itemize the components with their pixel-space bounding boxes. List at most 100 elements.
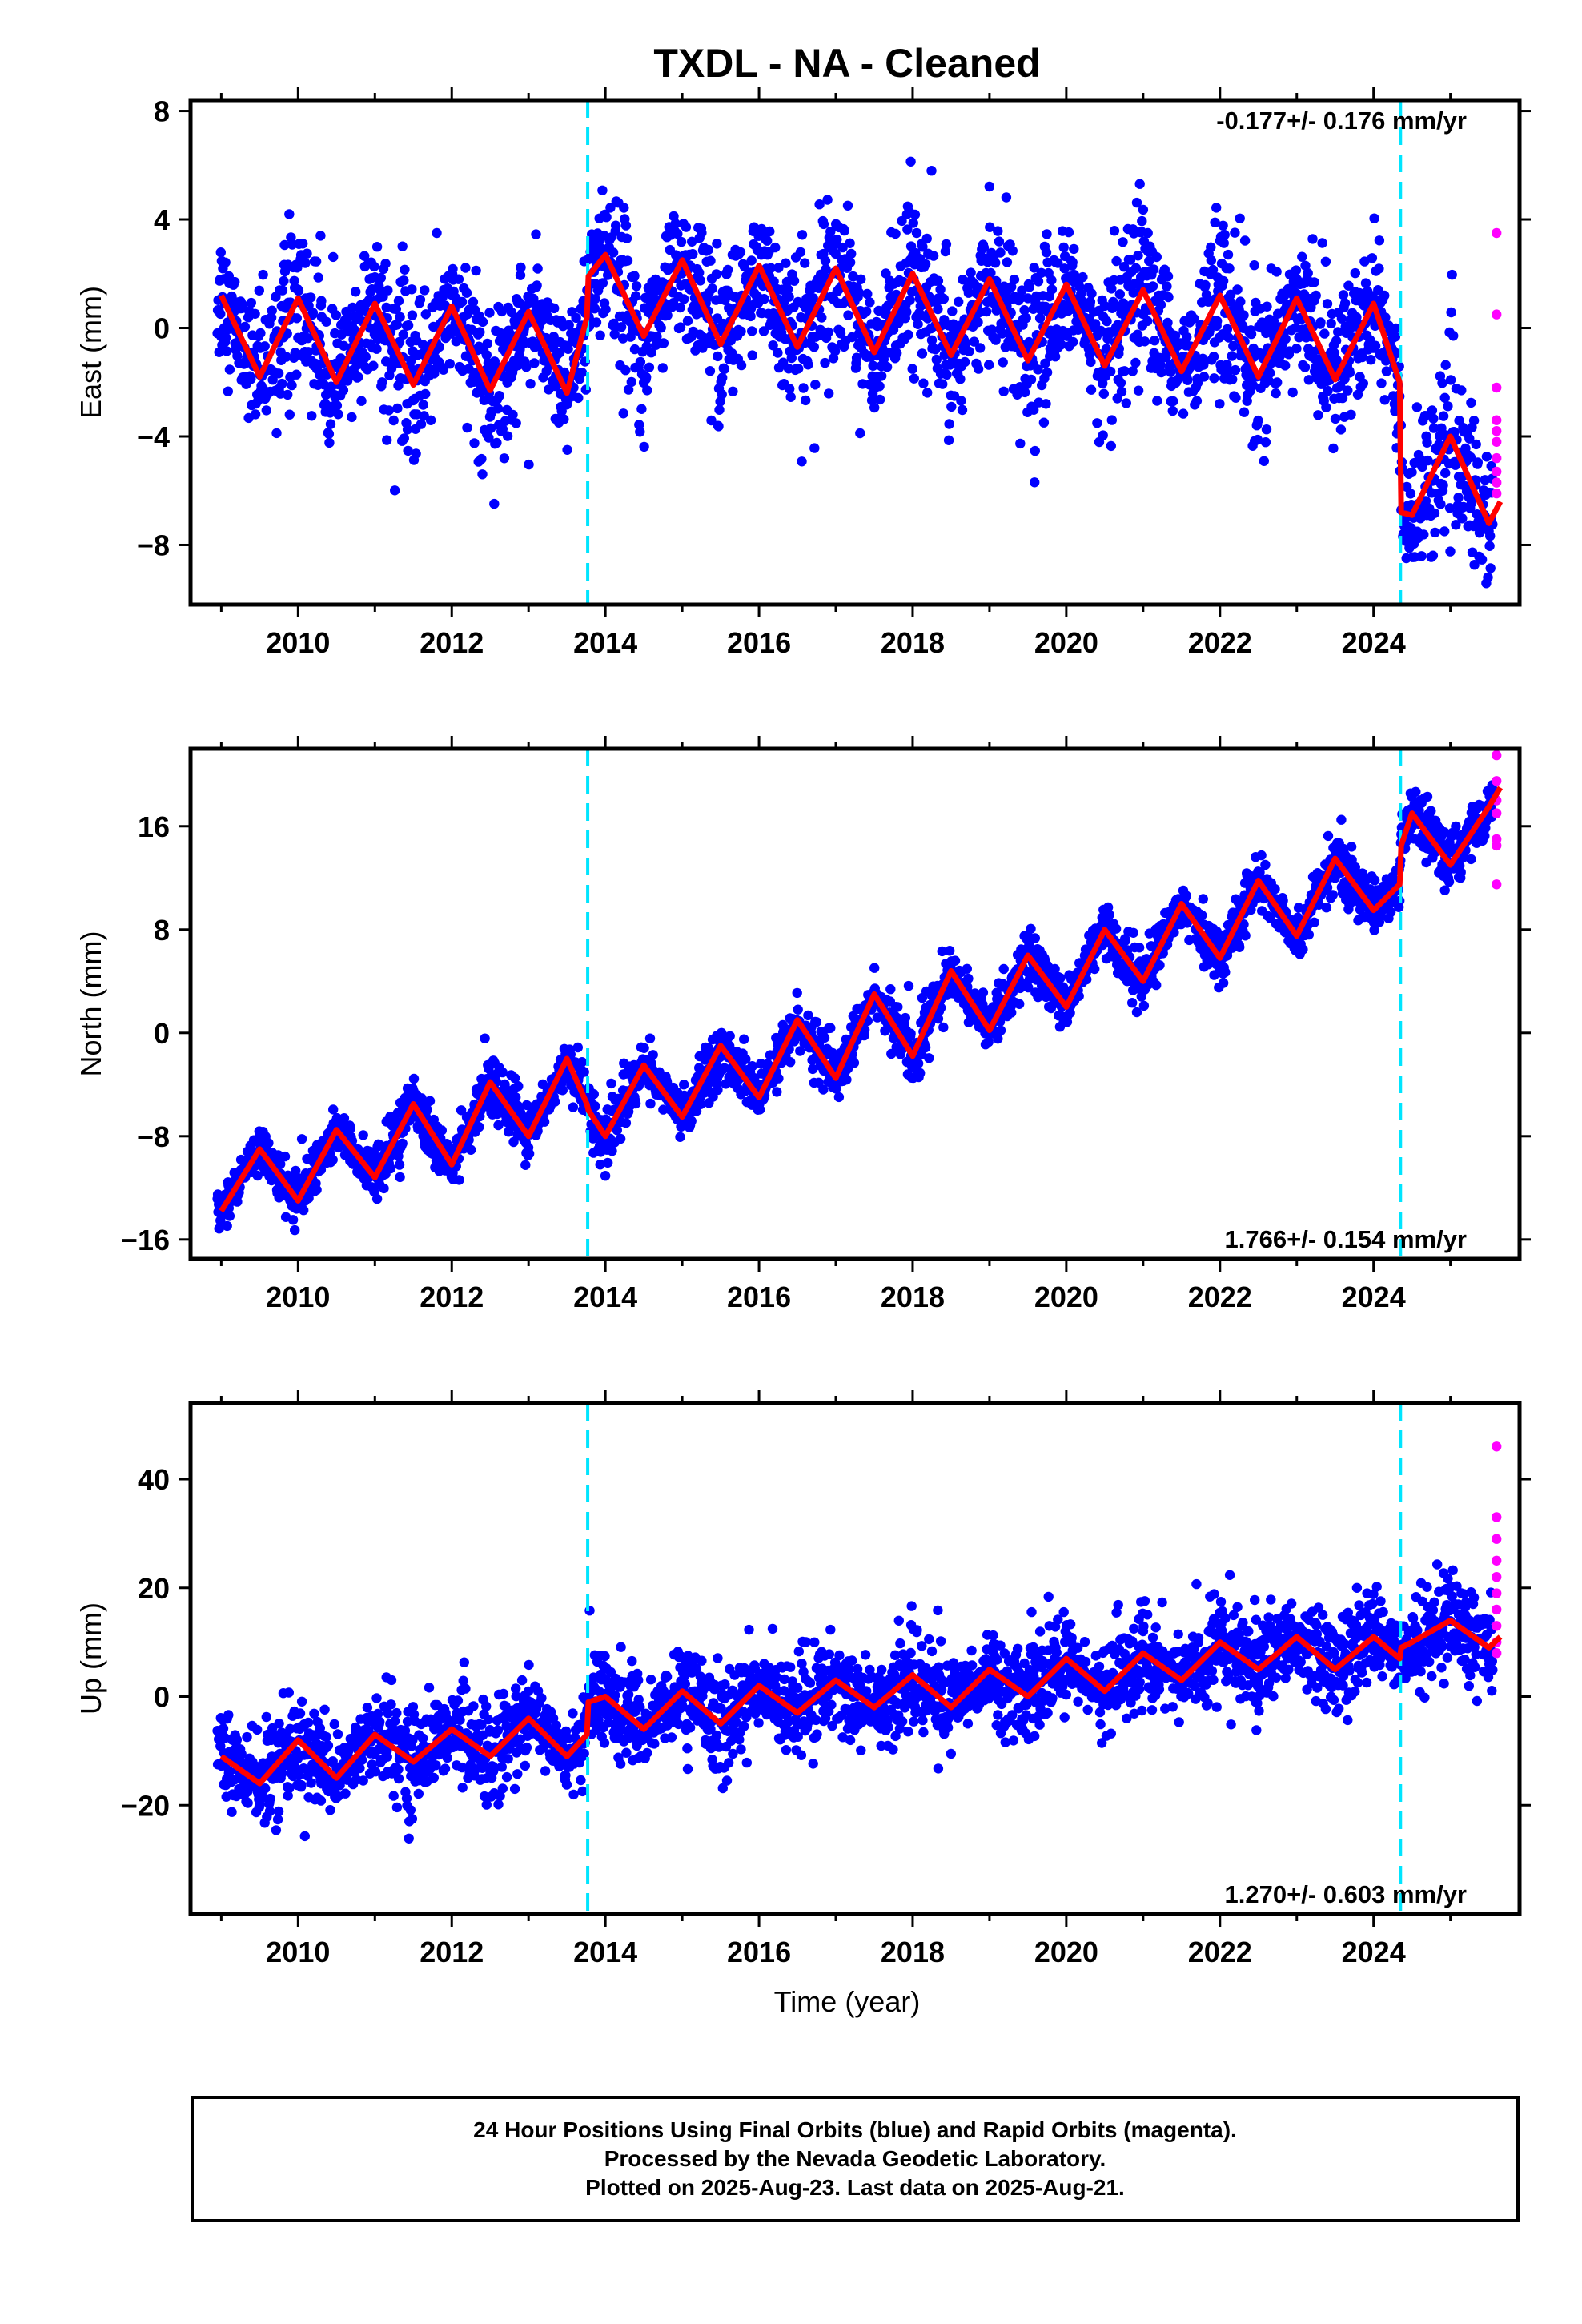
final-orbit-point xyxy=(829,346,841,356)
final-orbit-point xyxy=(825,1023,836,1034)
final-orbit-point xyxy=(1215,399,1225,409)
final-orbit-point xyxy=(1162,317,1173,328)
final-orbit-point xyxy=(220,257,231,267)
final-orbit-point xyxy=(1337,392,1348,404)
final-orbit-point xyxy=(385,1163,396,1174)
final-orbit-point xyxy=(573,392,584,404)
final-orbit-point xyxy=(998,963,1009,975)
final-orbit-point xyxy=(975,343,986,353)
plot-area-north xyxy=(212,749,1504,1259)
final-orbit-point xyxy=(832,235,842,245)
final-orbit-point xyxy=(1218,220,1228,231)
final-orbit-point xyxy=(833,1092,845,1103)
final-orbit-point xyxy=(403,320,414,331)
final-orbit-point xyxy=(416,419,427,429)
final-orbit-point xyxy=(1357,352,1368,363)
final-orbit-point xyxy=(673,228,683,239)
final-orbit-point xyxy=(1017,285,1027,296)
final-orbit-point xyxy=(1360,278,1371,288)
final-orbit-point xyxy=(515,270,526,280)
final-orbit-point xyxy=(444,359,455,369)
final-orbit-point xyxy=(283,389,293,400)
final-orbit-point xyxy=(1323,385,1333,396)
final-orbit-point xyxy=(1148,264,1159,275)
final-orbit-point xyxy=(1333,327,1343,337)
final-orbit-point xyxy=(296,1134,307,1144)
final-orbit-point xyxy=(861,306,872,316)
final-orbit-point xyxy=(1243,368,1255,378)
final-orbit-point xyxy=(747,326,757,336)
final-orbit-point xyxy=(422,1104,432,1115)
final-orbit-point xyxy=(291,369,302,380)
final-orbit-point xyxy=(821,264,831,275)
final-orbit-point xyxy=(1437,378,1447,388)
final-orbit-point xyxy=(1303,375,1315,385)
final-orbit-point xyxy=(1376,378,1387,388)
final-orbit-point xyxy=(345,1123,355,1134)
final-orbit-point xyxy=(1110,923,1122,934)
final-orbit-point xyxy=(407,310,418,320)
final-orbit-point xyxy=(1053,258,1063,268)
final-orbit-point xyxy=(1423,455,1433,466)
final-orbit-point xyxy=(273,368,284,379)
final-orbit-point xyxy=(830,248,841,259)
final-orbit-point xyxy=(1227,374,1238,384)
y-tick-label: 8 xyxy=(154,95,170,128)
final-orbit-point xyxy=(629,271,640,281)
final-orbit-point xyxy=(562,444,572,455)
final-orbit-point xyxy=(1050,352,1061,362)
final-orbit-point xyxy=(1142,227,1153,239)
final-orbit-point xyxy=(550,1096,560,1107)
final-orbit-point xyxy=(917,348,928,359)
final-orbit-point xyxy=(954,296,964,307)
final-orbit-point xyxy=(1440,468,1451,478)
final-orbit-point xyxy=(266,312,277,323)
final-orbit-point xyxy=(958,275,968,285)
final-orbit-point xyxy=(1344,368,1355,378)
final-orbit-point xyxy=(380,259,391,269)
final-orbit-point xyxy=(388,415,399,426)
final-orbit-point xyxy=(1379,395,1390,405)
final-orbit-point xyxy=(1246,328,1257,340)
final-orbit-point xyxy=(978,243,990,253)
final-orbit-point xyxy=(1485,563,1496,573)
final-orbit-point xyxy=(271,428,282,439)
final-orbit-point xyxy=(814,199,825,210)
final-orbit-point xyxy=(299,1205,309,1216)
final-orbit-point xyxy=(1223,332,1234,343)
final-orbit-point xyxy=(1026,374,1037,385)
final-orbit-point xyxy=(263,1138,274,1148)
final-orbit-point xyxy=(1219,238,1229,248)
final-orbit-point xyxy=(279,275,289,287)
y-tick-label: −4 xyxy=(137,420,170,453)
final-orbit-point xyxy=(394,1160,405,1170)
final-orbit-point xyxy=(1090,319,1101,329)
final-orbit-point xyxy=(768,340,778,351)
final-orbit-point xyxy=(1427,550,1439,561)
final-orbit-point xyxy=(303,347,314,357)
final-orbit-point xyxy=(609,329,620,340)
final-orbit-point xyxy=(705,366,716,376)
final-orbit-point xyxy=(784,292,794,302)
final-orbit-point xyxy=(1168,396,1178,407)
final-orbit-point xyxy=(1419,529,1429,540)
final-orbit-point xyxy=(453,274,464,284)
model-curve xyxy=(219,251,1504,526)
final-orbit-point xyxy=(532,263,543,274)
final-orbit-point xyxy=(597,185,608,195)
final-orbit-point xyxy=(1262,301,1272,312)
final-orbit-point xyxy=(338,385,349,396)
final-orbit-point xyxy=(1134,179,1145,189)
final-orbit-point xyxy=(947,306,958,316)
final-orbit-point xyxy=(1271,388,1281,399)
final-orbit-point xyxy=(717,372,728,383)
final-orbit-point xyxy=(620,220,632,231)
final-orbit-point xyxy=(901,307,912,317)
final-orbit-point xyxy=(719,364,730,374)
final-orbit-point xyxy=(1162,281,1172,292)
final-orbit-point xyxy=(1106,283,1117,294)
final-orbit-point xyxy=(1321,402,1331,412)
final-orbit-point xyxy=(1015,292,1026,304)
final-orbit-point xyxy=(1154,960,1165,971)
final-orbit-point xyxy=(762,235,773,246)
